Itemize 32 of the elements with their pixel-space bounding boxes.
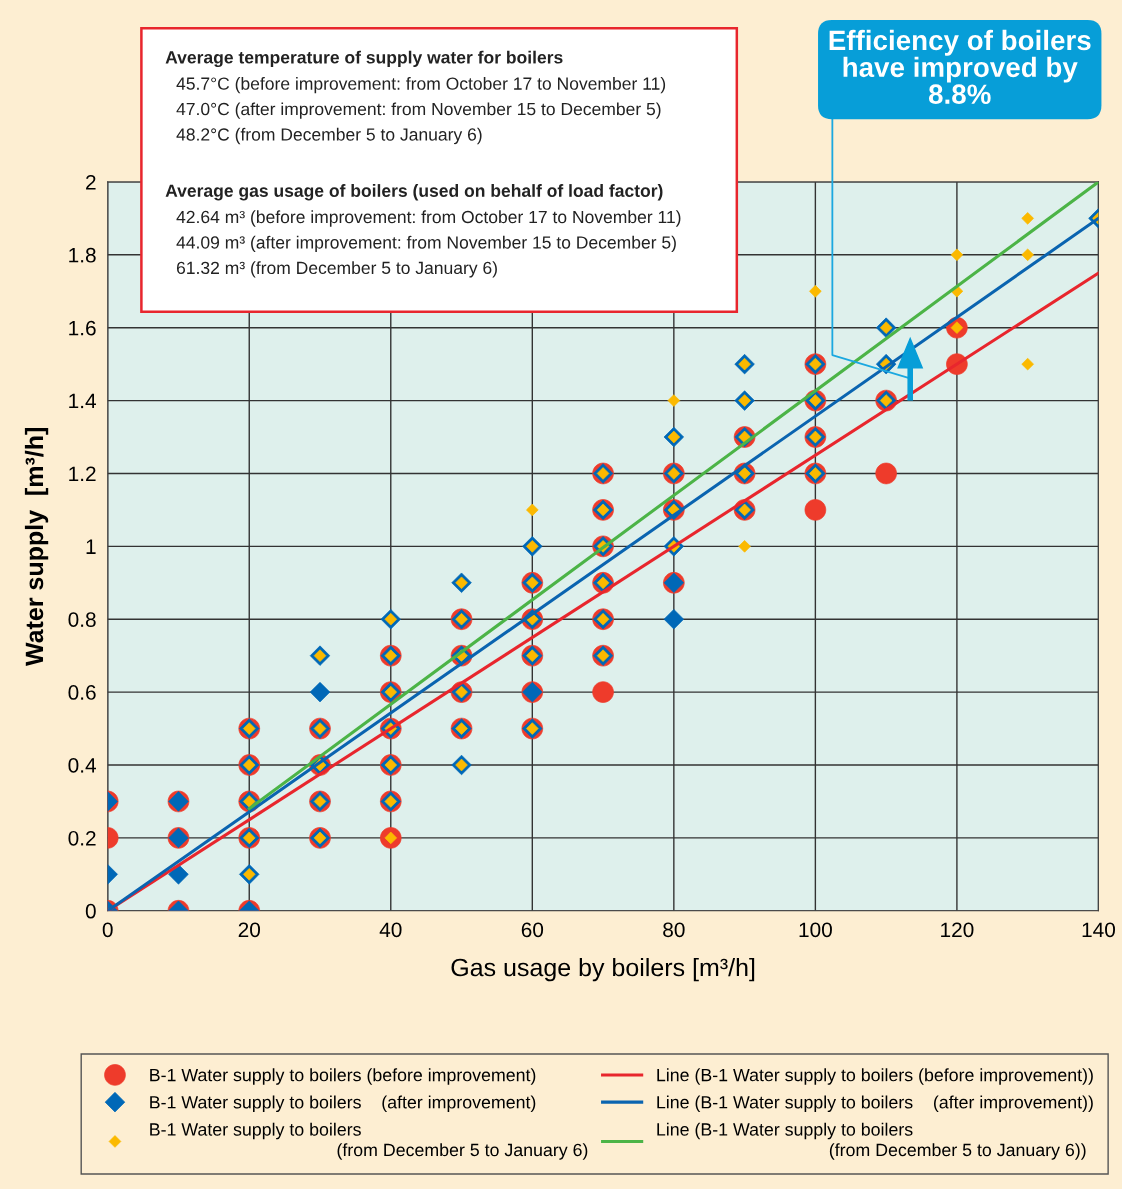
y-tick-label: 0 bbox=[85, 903, 96, 919]
legend-label: B-1 Water supply to boilers (from December 5 to January 6) bbox=[150, 1122, 588, 1160]
annotation: Average gas usage of boilers (used on behalf of load factor) bbox=[165, 184, 663, 201]
x-tick-label: 120 bbox=[941, 922, 974, 938]
text: 45.7°C (before improvement: from October 17 to November 11) 47.0°C (after improvement: from November 15 to December 5) 48.2°C (from December 5 to January 6) bbox=[176, 76, 666, 145]
y-tick-label: 1.2 bbox=[69, 466, 96, 482]
y-tick-label: 1.6 bbox=[69, 320, 96, 336]
y-tick-label: 1 bbox=[86, 539, 96, 554]
y-tick-label: 2 bbox=[86, 174, 96, 190]
legend-label: B-1 Water supply to boilers (after improvement) bbox=[150, 1095, 536, 1113]
annotation: 42.64 m³ (before improvement: from October 17 to November 11) 44.09 m³ (after improvement: from November 15 to December 5) 61.32 m³ (from December 5 to January 6) bbox=[176, 210, 681, 278]
y-tick-label: 0.2 bbox=[68, 830, 96, 846]
text: Efficiency of boilers have improved by 8.8% bbox=[829, 29, 1091, 105]
y-tick-label: 1.4 bbox=[69, 393, 96, 409]
x-tick-label: 0 bbox=[102, 922, 113, 938]
y-tick-label: 0.8 bbox=[68, 612, 96, 627]
y-axis-title: Water supply [m³/h] bbox=[24, 428, 49, 666]
x-tick-label: 60 bbox=[521, 922, 544, 938]
x-tick-label: 20 bbox=[238, 922, 261, 938]
legend-label: B-1 Water supply to boilers (before improvement) bbox=[150, 1068, 536, 1085]
y-tick-label: 1.8 bbox=[69, 247, 96, 263]
legend-label: Line (B-1 Water supply to boilers (from December 5 to January 6)) bbox=[657, 1122, 1086, 1160]
x-tick-label: 140 bbox=[1082, 922, 1115, 938]
text: Average temperature of supply water for boilers bbox=[165, 50, 563, 68]
x-tick-label: 80 bbox=[663, 922, 685, 938]
x-tick-label: 100 bbox=[799, 922, 832, 938]
legend-label: Line (B-1 Water supply to boilers (before improvement)) bbox=[657, 1068, 1093, 1085]
y-tick-label: 0.4 bbox=[68, 758, 96, 773]
x-tick-label: 40 bbox=[379, 922, 402, 938]
legend-label: Line (B-1 Water supply to boilers (after improvement)) bbox=[657, 1095, 1093, 1113]
y-tick-label: 0.6 bbox=[68, 685, 96, 700]
x-axis-title: Gas usage by boilers [m³/h] bbox=[451, 957, 755, 982]
